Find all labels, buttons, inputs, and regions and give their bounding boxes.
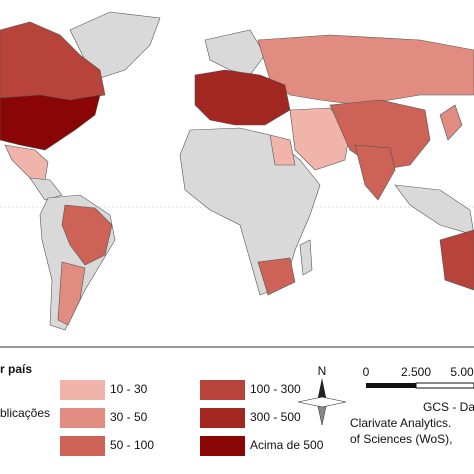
scale-segment <box>366 383 416 388</box>
madagascar <box>299 239 313 276</box>
usa <box>0 94 101 151</box>
legend-swatch <box>60 380 105 400</box>
brazil <box>61 204 113 266</box>
argentina <box>57 261 86 326</box>
legend-label: Acima de 500 <box>250 438 324 452</box>
legend-swatch <box>200 380 245 400</box>
egypt <box>269 134 296 166</box>
legend-label: 300 - 500 <box>250 410 301 424</box>
legend-subtitle: blicações <box>0 406 50 420</box>
world-map <box>0 11 474 331</box>
australia <box>439 229 474 291</box>
legend-title: r país <box>0 362 32 376</box>
south-africa <box>257 257 296 296</box>
europe <box>194 69 291 126</box>
legend-swatch <box>60 436 105 456</box>
legend-swatch <box>200 436 245 456</box>
source-line: of Sciences (WoS), <box>350 432 452 446</box>
scale-label: 0 <box>363 365 370 379</box>
china <box>329 99 431 171</box>
east-west-needle <box>297 396 347 408</box>
legend-swatch <box>200 408 245 428</box>
scale-bar <box>366 382 474 389</box>
source-line: Clarivate Analytics. <box>350 416 451 430</box>
scale-label: 5.00 <box>450 365 474 379</box>
legend-label: 100 - 300 <box>250 382 301 396</box>
russia <box>257 34 474 106</box>
middle-east <box>289 107 351 171</box>
legend-label: 50 - 100 <box>110 438 154 452</box>
source-text: GCS - Dat Clarivate Analytics. of Sciences… <box>350 400 474 446</box>
central-america <box>29 177 63 201</box>
scale-label: 2.500 <box>401 365 431 379</box>
india <box>354 144 396 201</box>
japan <box>439 104 463 141</box>
southeast-asia <box>394 184 474 236</box>
legend-label: 30 - 50 <box>110 410 148 424</box>
legend-label: 10 - 30 <box>110 382 148 396</box>
north-label: N <box>318 364 327 378</box>
north-arrow: N <box>297 364 347 426</box>
source-line: GCS - Dat <box>423 400 474 414</box>
legend-swatch <box>60 408 105 428</box>
scale-labels: 0 2.500 5.00 <box>363 365 474 379</box>
legend: 10 - 30 30 - 50 50 - 100 100 - 300 300 - 500… <box>60 380 324 456</box>
scale-segment <box>415 382 474 389</box>
north-arrow-needle <box>317 378 327 402</box>
